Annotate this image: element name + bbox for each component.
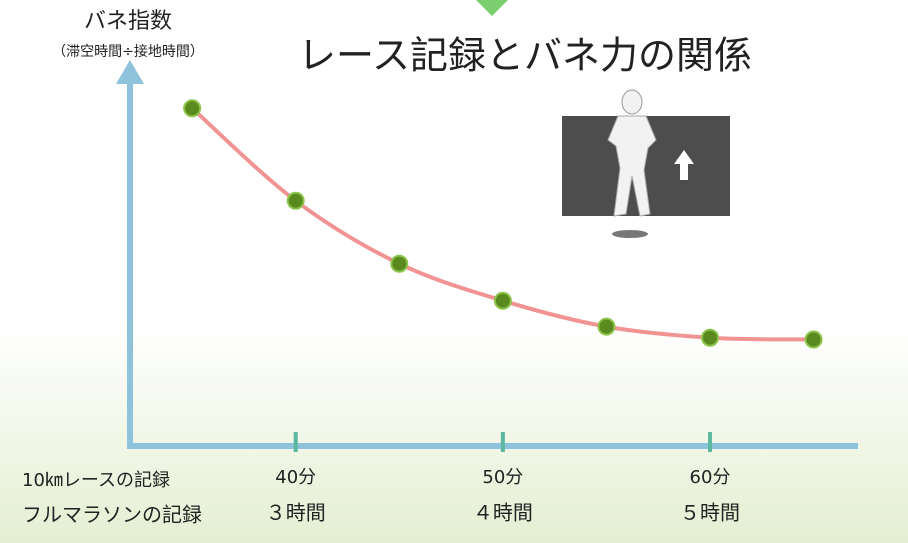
data-point bbox=[804, 330, 823, 349]
x-tick-label: 60分 bbox=[690, 467, 731, 488]
data-point bbox=[183, 99, 202, 118]
data-point bbox=[286, 191, 305, 210]
data-point bbox=[390, 254, 409, 273]
row-label: 10㎞レースの記録 bbox=[22, 470, 170, 491]
data-point bbox=[597, 317, 616, 336]
x-tick-label: 50分 bbox=[482, 467, 523, 488]
data-point bbox=[493, 291, 512, 310]
y-axis-sublabel: （滞空時間÷接地時間） bbox=[52, 43, 204, 60]
x-tick-label: 40分 bbox=[275, 467, 316, 488]
chart-title: レース記録とバネ力の関係 bbox=[298, 34, 752, 78]
nav-triangle bbox=[476, 0, 508, 16]
x-tick-sublabel: ４時間 bbox=[473, 501, 533, 525]
x-tick-sublabel: ３時間 bbox=[266, 501, 326, 525]
y-axis-label: バネ指数 bbox=[84, 9, 172, 34]
data-point bbox=[701, 328, 719, 347]
x-tick-sublabel: ５時間 bbox=[680, 501, 740, 525]
runner-image bbox=[562, 89, 730, 238]
row-label: フルマラソンの記録 bbox=[22, 503, 202, 527]
y-axis-arrow bbox=[116, 60, 144, 84]
